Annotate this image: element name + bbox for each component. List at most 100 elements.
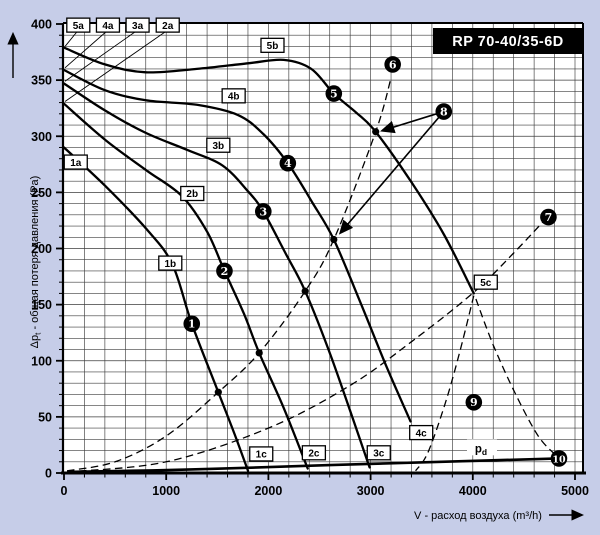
y-tick-label: 150 xyxy=(31,298,52,312)
curve-label-4b-box xyxy=(221,88,246,104)
curve-label-5c-box xyxy=(473,274,498,290)
marker-circle-9-number: 9 xyxy=(470,396,478,409)
curve-label-5a-text: 5a xyxy=(73,21,85,32)
pd-line xyxy=(67,457,560,474)
marker-circle-1-disc xyxy=(183,315,201,333)
marker-circle-5: 5 xyxy=(325,85,343,102)
pd-label-halo xyxy=(466,439,497,456)
curve-speed-2 xyxy=(62,102,309,470)
curve-label-5a-box xyxy=(66,17,91,33)
operating-point-dot xyxy=(214,388,222,396)
marker-circle-10: 10 xyxy=(550,450,568,467)
curve-label-3c-text: 3c xyxy=(373,448,385,459)
curve-label-2b-box xyxy=(180,185,205,202)
curve-label-2b-text: 2b xyxy=(186,189,198,200)
marker-circle-4-number: 4 xyxy=(284,157,292,170)
leader-line xyxy=(64,29,168,102)
marker-circle-6-number: 6 xyxy=(389,58,397,71)
curve-label-3b-text: 3b xyxy=(212,141,224,152)
x-tick-label: 4000 xyxy=(459,484,487,498)
curve-speed-4 xyxy=(62,68,412,423)
dashed-boundary-left xyxy=(415,295,475,472)
curve-label-1b-box xyxy=(158,255,183,271)
x-tick-label: 3000 xyxy=(357,484,385,498)
marker-circle-5-disc xyxy=(325,85,343,102)
marker-circle-6-disc xyxy=(384,56,401,73)
pointer-arrow xyxy=(338,111,445,235)
operating-point-dot xyxy=(301,287,309,295)
marker-circle-8-number: 8 xyxy=(440,105,448,118)
marker-circle-5-number: 5 xyxy=(330,87,338,100)
marker-circle-3-number: 3 xyxy=(259,205,267,218)
marker-circle-10-disc xyxy=(550,450,568,467)
marker-circle-2-disc xyxy=(216,262,233,280)
operating-point-dot xyxy=(372,128,380,136)
curve-label-1a-text: 1a xyxy=(70,158,82,169)
marker-circle-8-disc xyxy=(435,103,453,120)
marker-circle-7-disc xyxy=(540,208,557,226)
x-tick-label: 1000 xyxy=(152,484,180,498)
curve-label-4b-text: 4b xyxy=(228,92,240,103)
curve-label-2a-text: 2a xyxy=(162,21,174,32)
curve-label-2a-box xyxy=(155,17,180,33)
y-tick-label: 0 xyxy=(45,467,52,481)
y-tick-label: 350 xyxy=(31,74,52,88)
y-tick-label: 300 xyxy=(31,130,52,144)
curve-speed-5 xyxy=(62,46,475,295)
axis-ticks xyxy=(56,23,576,480)
title-box xyxy=(433,28,583,54)
dashed-system-curve-steep xyxy=(66,77,392,472)
pd-label: pd xyxy=(475,443,487,457)
curve-label-1c-text: 1c xyxy=(256,450,268,461)
leader-line xyxy=(64,29,79,47)
curve-speed-3 xyxy=(62,82,371,469)
marker-circle-1: 1 xyxy=(183,315,201,333)
curve-label-1c-box xyxy=(249,446,274,462)
x-tick-label: 0 xyxy=(61,484,68,498)
dashed-system-curve-shallow xyxy=(67,217,547,473)
chart-title: RP 70-40/35-6D xyxy=(452,34,564,50)
y-tick-label: 200 xyxy=(31,242,52,256)
leader-line xyxy=(64,29,109,69)
marker-circle-7: 7 xyxy=(540,208,557,226)
marker-circle-10-number: 10 xyxy=(552,454,566,465)
y-tick-label: 100 xyxy=(31,354,52,368)
operating-point-dot xyxy=(255,349,263,357)
curve-label-1a-box xyxy=(63,154,88,170)
curve-label-4c-box xyxy=(409,424,434,441)
marker-circle-2: 2 xyxy=(216,262,233,280)
x-axis-label: V - расход воздуха (m³/h) xyxy=(414,510,542,522)
curve-label-3a-box xyxy=(125,17,150,33)
marker-circle-3-disc xyxy=(254,203,272,220)
curve-label-2c-text: 2c xyxy=(308,448,320,459)
marker-circle-9: 9 xyxy=(465,393,483,411)
curve-label-5b-text: 5b xyxy=(267,41,279,52)
y-tick-label: 50 xyxy=(38,410,52,424)
curve-speed-1 xyxy=(62,146,250,472)
curve-label-1b-text: 1b xyxy=(164,259,176,270)
y-tick-label: 250 xyxy=(31,186,52,200)
curve-label-3b-box xyxy=(206,137,231,153)
marker-circle-9-disc xyxy=(465,393,483,411)
marker-circle-4-disc xyxy=(279,154,297,172)
curve-label-3a-text: 3a xyxy=(132,21,144,32)
pointer-arrow xyxy=(380,110,445,134)
marker-circle-2-number: 2 xyxy=(221,265,229,278)
marker-circle-1-number: 1 xyxy=(188,318,196,331)
curve-label-4a-text: 4a xyxy=(102,21,114,32)
y-tick-label: 400 xyxy=(31,18,52,32)
curve-label-4c-text: 4c xyxy=(416,428,428,439)
marker-circle-7-number: 7 xyxy=(545,211,553,224)
y-axis-label: Δpt - общая потеря давления (Pa) xyxy=(29,176,43,349)
plot-area xyxy=(63,23,583,473)
marker-circle-3: 3 xyxy=(254,203,272,220)
x-tick-label: 2000 xyxy=(254,484,282,498)
curve-label-3c-box xyxy=(366,445,391,461)
curve-label-5c-text: 5c xyxy=(480,278,492,289)
marker-circle-8: 8 xyxy=(435,103,453,120)
x-tick-label: 5000 xyxy=(561,484,589,498)
curve-label-5b-box xyxy=(260,37,285,53)
leader-line xyxy=(64,29,138,82)
